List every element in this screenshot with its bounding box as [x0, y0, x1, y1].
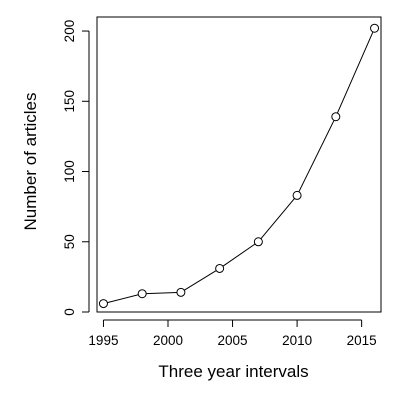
- data-point: [137, 289, 147, 299]
- x-axis-title: Three year intervals: [158, 362, 308, 381]
- x-tick-label: 2010: [282, 333, 312, 348]
- x-tick-label: 2005: [218, 333, 248, 348]
- data-point: [370, 23, 380, 33]
- data-point: [98, 299, 108, 309]
- series-line: [107, 31, 374, 304]
- y-tick-label: 150: [62, 90, 77, 113]
- y-tick-label: 200: [62, 20, 77, 43]
- x-tick-label: 2015: [347, 333, 377, 348]
- x-axis: 1995 2000 2005 2010 2015: [88, 319, 377, 348]
- data-points: [98, 23, 380, 309]
- y-axis-title: Number of articles: [21, 93, 40, 231]
- x-tick-label: 1995: [88, 333, 118, 348]
- y-axis: 0 50 100 150 200: [62, 20, 90, 316]
- data-point: [176, 287, 186, 297]
- x-tick-label: 2000: [153, 333, 183, 348]
- plot-frame: [96, 16, 382, 313]
- y-tick-label: 100: [62, 160, 77, 183]
- data-point: [292, 190, 302, 200]
- y-tick-label: 0: [62, 308, 77, 316]
- data-point: [253, 237, 263, 247]
- data-point: [331, 112, 341, 122]
- y-tick-label: 50: [62, 234, 77, 249]
- data-point: [215, 263, 225, 273]
